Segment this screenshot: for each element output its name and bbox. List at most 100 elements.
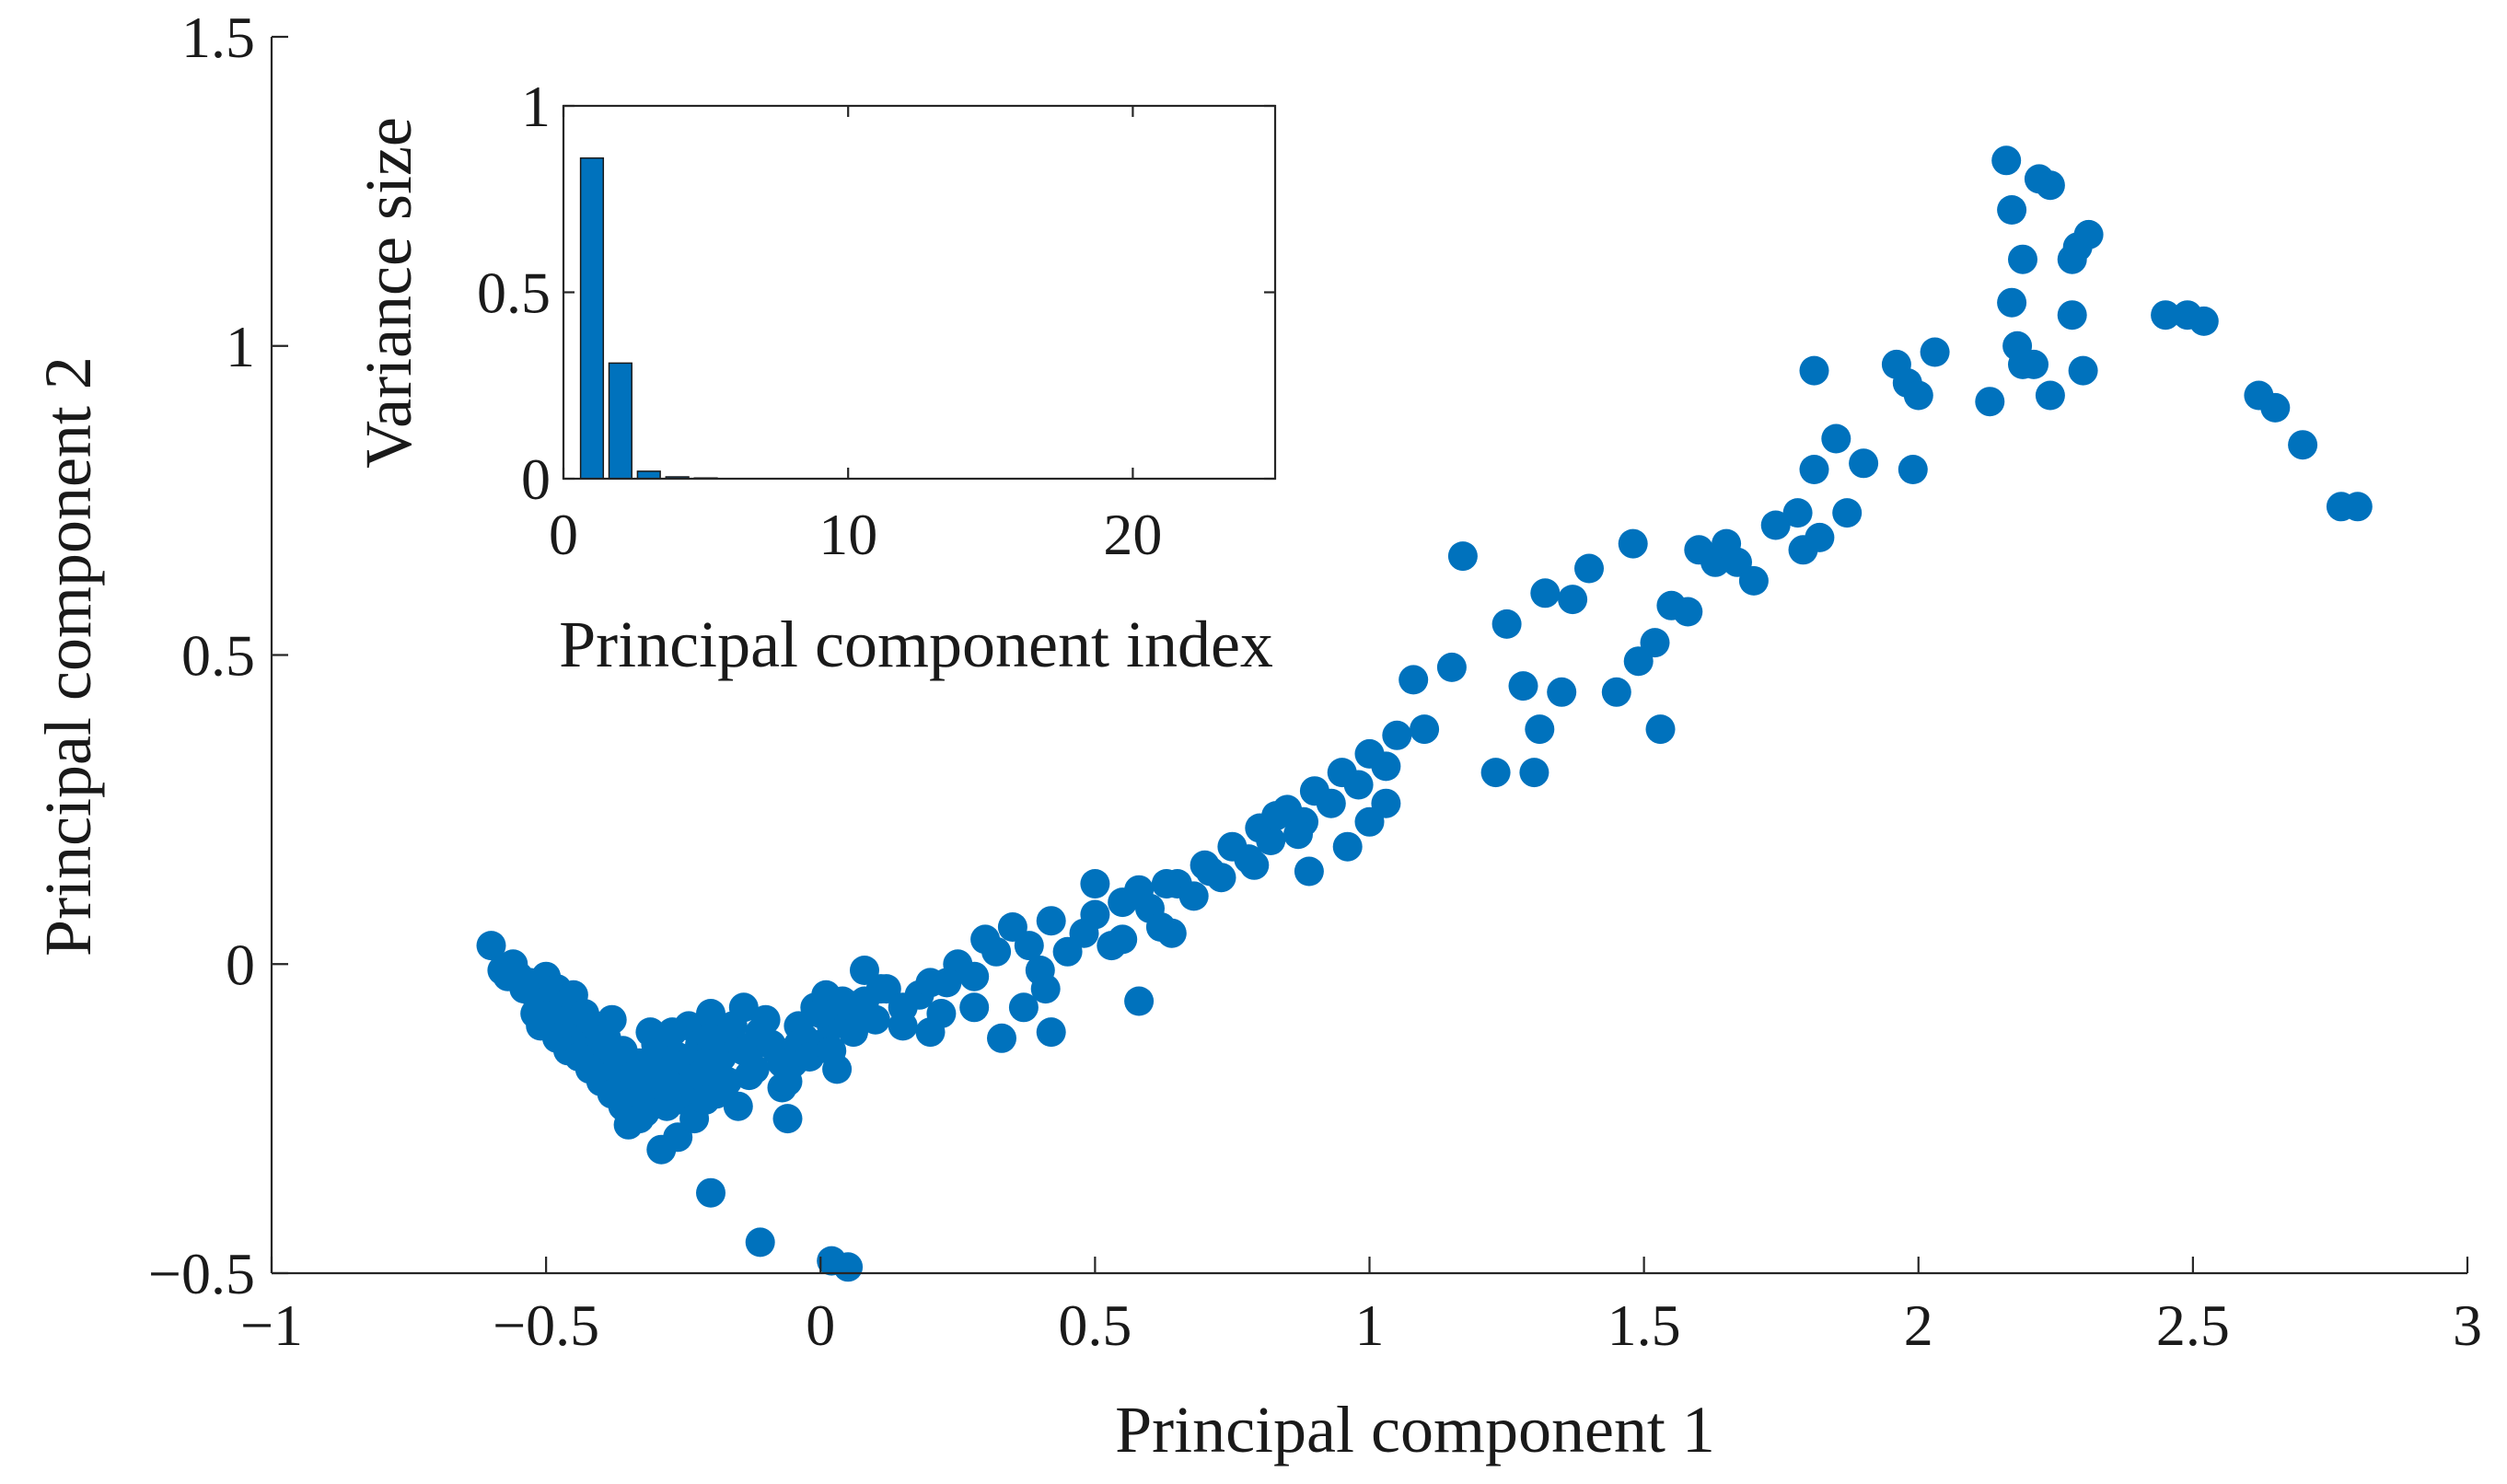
main-x-axis-title: Principal component 1 (1115, 1393, 1715, 1467)
scatter-point (1805, 522, 1835, 552)
scatter-point (1014, 931, 1044, 961)
main-y-tick-label: 0.5 (181, 623, 255, 689)
scatter-point (1799, 455, 1829, 484)
main-x-tick-label: 2.5 (2156, 1293, 2230, 1358)
scatter-point (1343, 770, 1374, 800)
scatter-point (717, 1011, 748, 1041)
scatter-point (1975, 387, 2005, 417)
scatter-point (1008, 992, 1039, 1023)
scatter-point (806, 999, 836, 1028)
scatter-point (1256, 826, 1286, 855)
scatter-point (1030, 974, 1061, 1004)
scatter-point (646, 1066, 677, 1096)
scatter-point (959, 961, 990, 991)
variance-bar (636, 470, 661, 480)
scatter-point (932, 968, 962, 998)
scatter-point (1645, 714, 1676, 745)
scatter-point (2057, 300, 2087, 330)
inset-y-tick-label: 1 (521, 74, 551, 139)
scatter-point (1991, 145, 2022, 176)
scatter-point (1151, 869, 1181, 899)
main-y-tick-label: 0 (226, 932, 255, 997)
scatter-point (987, 1023, 1016, 1053)
main-x-tick-label: −0.5 (493, 1293, 599, 1358)
scatter-point (1760, 510, 1791, 540)
scatter-point (772, 1104, 803, 1134)
scatter-point (1601, 677, 1631, 707)
scatter-point (657, 1017, 688, 1048)
scatter-point (1782, 498, 1813, 528)
scatter-point (839, 1017, 868, 1048)
scatter-point (1371, 751, 1401, 782)
scatter-point (833, 1252, 864, 1282)
scatter-point (1156, 918, 1187, 948)
scatter-point (2188, 306, 2219, 336)
scatter-point (1618, 528, 1648, 559)
scatter-point (1436, 652, 1467, 682)
scatter-point (652, 1091, 682, 1121)
scatter-point (1080, 899, 1110, 930)
inset-bar-chart: 0 10 20 00.51 Principal component index Va… (352, 74, 1277, 681)
scatter-point (1108, 924, 1138, 955)
scatter-point (1558, 585, 1588, 615)
inset-y-axis-title: Variance size (352, 117, 425, 469)
scatter-point (2035, 170, 2065, 201)
scatter-point (1316, 788, 1346, 818)
inset-bars (579, 157, 718, 480)
scatter-point (1399, 665, 1429, 695)
scatter-point (1447, 541, 1478, 572)
scatter-point (2068, 355, 2098, 386)
inset-x-tick-label: 20 (1103, 502, 1162, 567)
scatter-point (860, 1004, 890, 1035)
main-axes (270, 35, 2469, 1275)
scatter-point (1508, 671, 1538, 701)
scatter-point (1574, 553, 1604, 584)
main-y-tick-label: 1.5 (181, 5, 255, 70)
scatter-point (1547, 677, 1577, 707)
scatter-point (1525, 714, 1555, 745)
scatter-point (476, 931, 506, 961)
scatter-point (1036, 1017, 1066, 1048)
scatter-point (2073, 219, 2104, 249)
scatter-point (828, 986, 858, 1016)
inset-x-tick-label: 10 (818, 502, 877, 567)
scatter-point (1997, 287, 2027, 318)
scatter-point (1821, 423, 1851, 454)
scatter-point (1530, 578, 1561, 609)
main-y-tick-label: 1 (226, 314, 255, 379)
scatter-point (865, 974, 896, 1004)
variance-bar (608, 362, 633, 480)
main-x-tick-label: 1.5 (1607, 1293, 1681, 1358)
scatter-point (1997, 195, 2027, 225)
scatter-point (1656, 590, 1687, 620)
scatter-point (2008, 244, 2037, 274)
main-scatter-chart: −1 −0.5 0 0.5 1 1.5 2 2.5 3 −0.500.511.5 Princip… (31, 5, 2482, 1467)
inset-y-tick-label: 0.5 (477, 261, 551, 326)
inset-y-tick-labels: 00.51 (477, 74, 551, 512)
scatter-point (1480, 758, 1511, 788)
scatter-point (1178, 881, 1209, 911)
scatter-point (1239, 850, 1270, 880)
scatter-point (597, 1004, 627, 1035)
scatter-point (691, 1085, 720, 1115)
main-y-tick-label: −0.5 (148, 1241, 255, 1306)
scatter-point (1410, 714, 1440, 745)
main-x-tick-label: 3 (2453, 1293, 2482, 1358)
scatter-point (696, 999, 725, 1028)
scatter-point (723, 1091, 753, 1121)
scatter-point (509, 974, 540, 1004)
scatter-point (745, 1227, 775, 1258)
scatter-point (712, 1066, 742, 1096)
main-y-axis-title: Principal component 2 (31, 356, 105, 956)
main-x-tick-label: 1 (1355, 1293, 1385, 1358)
scatter-point (2151, 300, 2181, 330)
scatter-point (696, 1177, 725, 1208)
scatter-point (1898, 455, 1928, 484)
scatter-point (1080, 869, 1110, 899)
scatter-point (2019, 349, 2049, 379)
scatter-point (1849, 448, 1879, 479)
scatter-point (888, 1011, 918, 1041)
main-x-tick-label: −1 (240, 1293, 303, 1358)
scatter-point (1903, 380, 1933, 411)
